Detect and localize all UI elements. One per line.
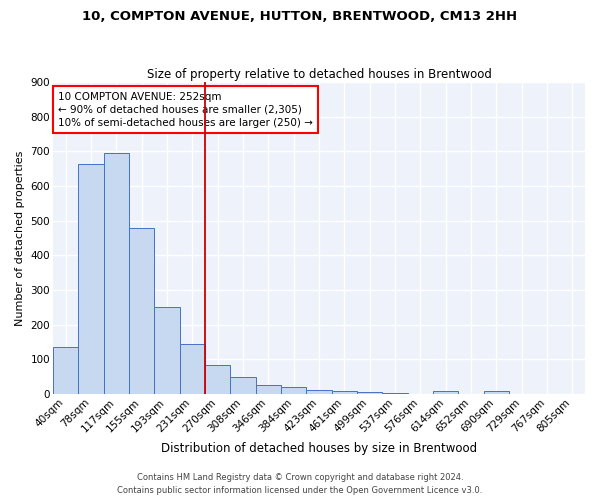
Bar	[357, 392, 382, 394]
Bar	[433, 392, 458, 394]
Title: Size of property relative to detached houses in Brentwood: Size of property relative to detached ho…	[146, 68, 491, 81]
X-axis label: Distribution of detached houses by size in Brentwood: Distribution of detached houses by size …	[161, 442, 477, 455]
Bar	[256, 386, 281, 394]
Y-axis label: Number of detached properties: Number of detached properties	[15, 150, 25, 326]
Bar	[53, 348, 78, 394]
Bar	[154, 308, 179, 394]
Text: 10, COMPTON AVENUE, HUTTON, BRENTWOOD, CM13 2HH: 10, COMPTON AVENUE, HUTTON, BRENTWOOD, C…	[82, 10, 518, 23]
Bar	[205, 366, 230, 394]
Bar	[230, 376, 256, 394]
Bar	[129, 228, 154, 394]
Bar	[104, 153, 129, 394]
Bar	[78, 164, 104, 394]
Bar	[179, 344, 205, 394]
Bar	[281, 387, 307, 394]
Bar	[332, 392, 357, 394]
Bar	[307, 390, 332, 394]
Bar	[382, 392, 407, 394]
Text: 10 COMPTON AVENUE: 252sqm
← 90% of detached houses are smaller (2,305)
10% of se: 10 COMPTON AVENUE: 252sqm ← 90% of detac…	[58, 92, 313, 128]
Bar	[484, 390, 509, 394]
Text: Contains HM Land Registry data © Crown copyright and database right 2024.
Contai: Contains HM Land Registry data © Crown c…	[118, 474, 482, 495]
